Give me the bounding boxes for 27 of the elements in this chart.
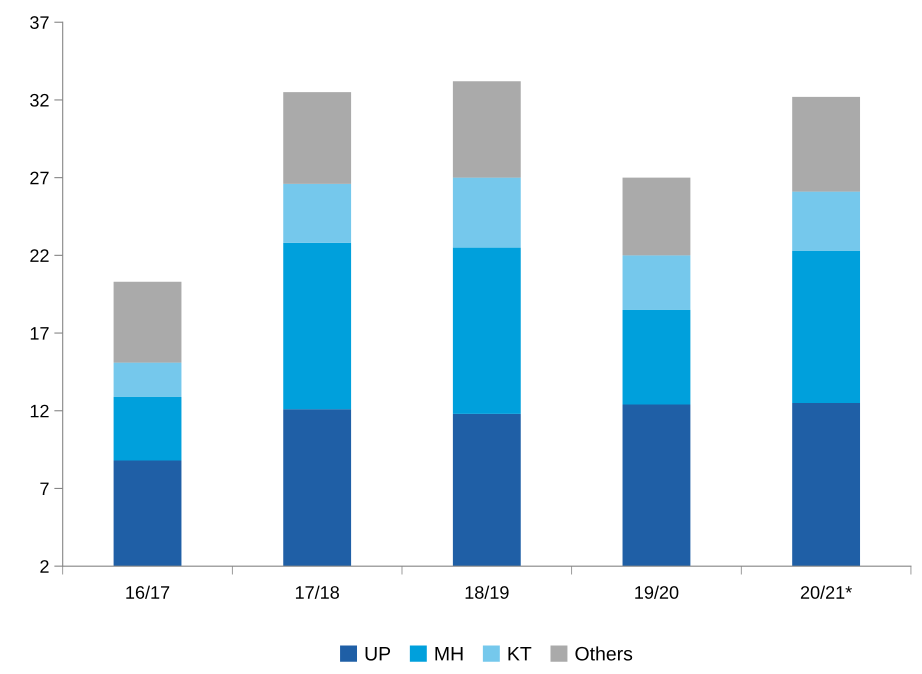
y-tick-label: 37 [30, 16, 49, 29]
bar [283, 184, 352, 243]
legend-label: KT [508, 647, 532, 660]
bar [452, 178, 521, 248]
y-tick-label: 27 [30, 172, 49, 184]
legend-label: MH [435, 647, 463, 660]
bar [283, 92, 352, 184]
bar [114, 282, 182, 363]
x-tick-label: 19/20 [635, 586, 678, 599]
y-tick-label: 32 [30, 94, 49, 107]
x-tick-label: 20/21* [800, 586, 852, 599]
legend-label: Others [575, 646, 632, 661]
y-tick-label: 2 [40, 560, 49, 573]
y-tick-label: 7 [40, 482, 49, 495]
legend-label: UP [366, 647, 390, 661]
bar [792, 96, 860, 192]
bar [792, 192, 860, 251]
x-tick-label: 18/19 [466, 586, 509, 599]
x-tick-label: 17/18 [296, 586, 339, 599]
y-tick-label: 22 [30, 249, 49, 262]
bar [622, 255, 690, 310]
bar [452, 81, 521, 178]
y-tick-label: 12 [30, 404, 49, 418]
y-tick-label: 17 [30, 327, 49, 340]
bar [622, 178, 690, 256]
bar [114, 362, 182, 397]
x-tick-label: 16/17 [126, 586, 170, 599]
